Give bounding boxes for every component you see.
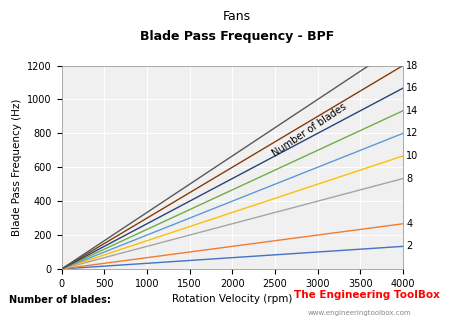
Text: 8: 8	[406, 174, 412, 184]
X-axis label: Rotation Velocity (rpm): Rotation Velocity (rpm)	[172, 294, 292, 304]
Text: www.engineeringtoolbox.com: www.engineeringtoolbox.com	[308, 310, 412, 316]
Text: 12: 12	[406, 128, 419, 138]
Text: Fans: Fans	[223, 10, 251, 23]
Text: Number of blades: Number of blades	[271, 102, 348, 159]
Text: 4: 4	[406, 219, 412, 229]
Text: The Engineering ToolBox: The Engineering ToolBox	[294, 291, 440, 300]
Text: 2: 2	[406, 241, 412, 251]
Text: 18: 18	[406, 61, 419, 71]
Text: 16: 16	[406, 83, 419, 93]
Text: Number of blades:: Number of blades:	[9, 295, 111, 305]
Text: Blade Pass Frequency - BPF: Blade Pass Frequency - BPF	[140, 30, 334, 43]
Y-axis label: Blade Pass Frequency (Hz): Blade Pass Frequency (Hz)	[12, 99, 22, 236]
Text: 14: 14	[406, 106, 419, 116]
Text: 10: 10	[406, 151, 419, 161]
